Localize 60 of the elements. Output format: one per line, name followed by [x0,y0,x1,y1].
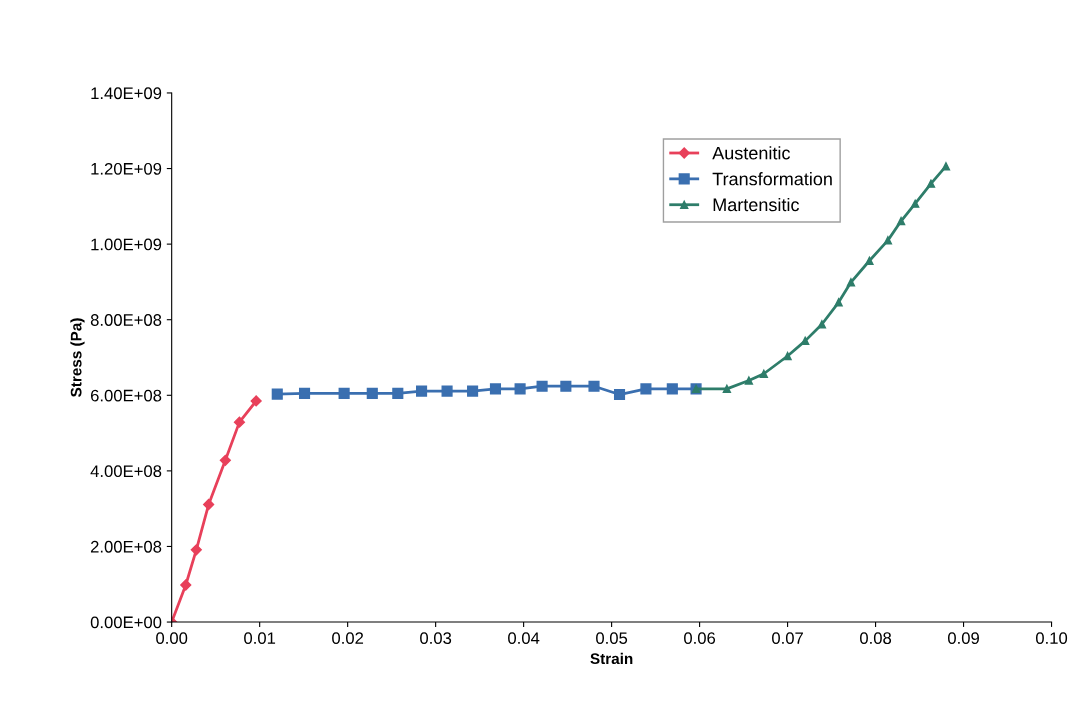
point [834,298,843,307]
x-tick-label: 0.09 [947,632,979,645]
point [203,498,215,511]
point [338,387,350,399]
point [180,579,192,591]
point [298,387,311,399]
point [219,454,231,466]
point [271,388,283,400]
y-tick-label: 1.40E+09 [91,87,162,100]
point [613,388,626,401]
y-tick-label: 4.00E+08 [90,465,162,478]
point [666,383,678,395]
x-tick-label: 0.04 [508,632,540,645]
point [910,199,920,208]
legend-label: Martensitic [713,197,799,212]
point [759,369,768,378]
point [744,376,754,385]
x-tick-label: 0.07 [772,632,803,645]
point [941,162,951,171]
point [392,387,404,399]
y-tick-label: 8.00E+08 [90,314,162,326]
point [783,351,792,361]
point [467,385,479,397]
point [801,336,810,346]
y-axis-title: Stress (Pa) [70,318,85,397]
point [441,385,453,397]
y-tick-label: 1.20E+09 [91,162,162,175]
x-tick-label: 0.06 [684,632,716,645]
point [896,216,906,226]
x-tick-label: 0.02 [332,632,364,645]
y-tick-label: 1.00E+09 [91,238,162,251]
point [722,384,732,394]
x-tick-label: 0.08 [860,632,892,645]
x-tick-label: 0.03 [420,632,452,645]
y-tick-label: 2.00E+08 [90,540,162,553]
point [233,416,246,428]
point [416,385,428,397]
point [640,383,652,395]
x-tick-label: 0.00 [156,632,188,645]
x-tick-label: 0.01 [244,632,276,645]
point [865,256,874,265]
point [366,387,378,399]
x-axis-title: Strain [590,652,633,665]
point [846,278,856,287]
x-tick-label: 0.05 [596,632,628,645]
y-tick-label: 6.00E+08 [90,389,162,402]
x-tick-label: 0.10 [1035,632,1068,645]
y-tick-label: 0.00E+00 [90,616,162,629]
point [250,395,262,407]
legend-label: Austenitic [712,146,790,160]
point [536,380,548,392]
point [560,380,572,392]
point [489,383,502,395]
point [514,383,526,395]
point [883,236,893,245]
point [817,320,827,329]
legend-label: Transformation [712,172,832,186]
point [588,380,600,392]
point [190,544,202,556]
point [926,179,936,188]
